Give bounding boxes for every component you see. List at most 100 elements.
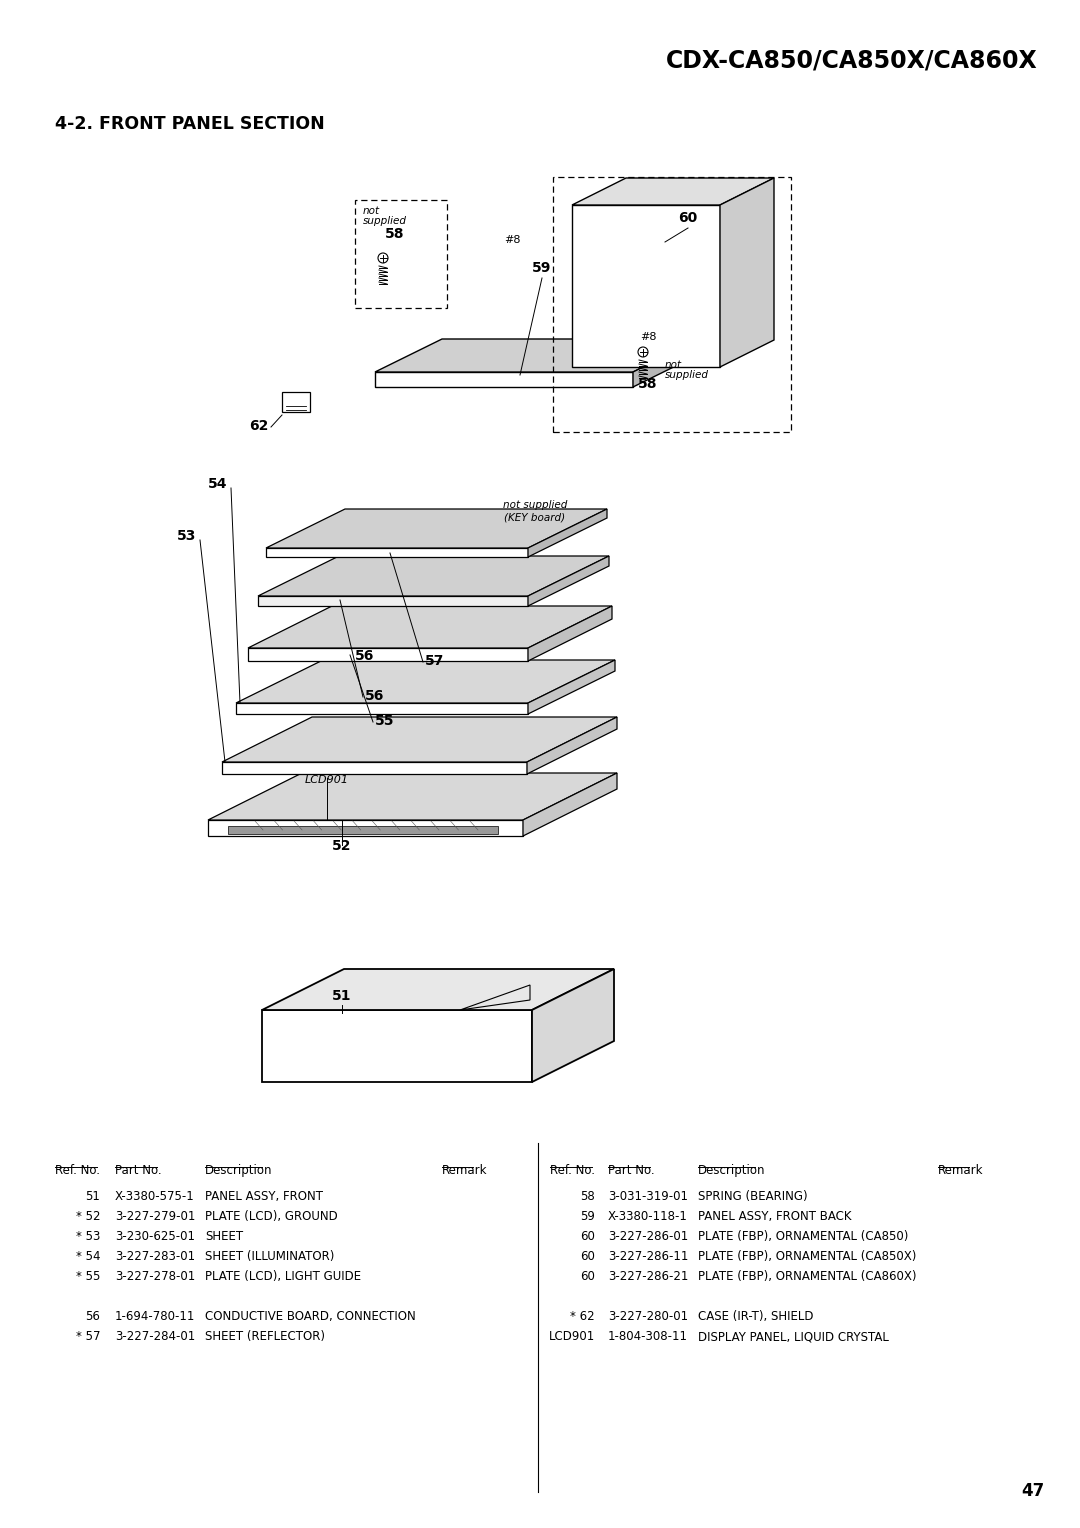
Polygon shape	[375, 371, 633, 387]
Text: PLATE (FBP), ORNAMENTAL (CA850): PLATE (FBP), ORNAMENTAL (CA850)	[698, 1230, 908, 1242]
Text: 3-227-286-01: 3-227-286-01	[608, 1230, 688, 1242]
Polygon shape	[228, 827, 498, 834]
Text: Part No.: Part No.	[608, 1164, 654, 1177]
Text: * 54: * 54	[76, 1250, 100, 1264]
Text: Ref. No.: Ref. No.	[550, 1164, 595, 1177]
Text: 47: 47	[1022, 1482, 1045, 1500]
Polygon shape	[248, 648, 528, 662]
Text: LCD901: LCD901	[305, 775, 349, 785]
Text: Description: Description	[698, 1164, 766, 1177]
Text: 1-694-780-11: 1-694-780-11	[114, 1309, 195, 1323]
Text: Description: Description	[205, 1164, 272, 1177]
Text: 51: 51	[333, 989, 352, 1002]
Bar	[553, 177, 791, 432]
Text: 54: 54	[207, 477, 227, 490]
Text: Remark: Remark	[939, 1164, 984, 1177]
Text: SHEET (ILLUMINATOR): SHEET (ILLUMINATOR)	[205, 1250, 335, 1264]
Text: 57: 57	[426, 654, 444, 668]
Polygon shape	[258, 596, 528, 607]
Text: 59: 59	[580, 1210, 595, 1222]
Text: CASE (IR-T), SHIELD: CASE (IR-T), SHIELD	[698, 1309, 813, 1323]
Polygon shape	[258, 556, 609, 596]
Text: 3-230-625-01: 3-230-625-01	[114, 1230, 195, 1242]
Text: 53: 53	[177, 529, 195, 542]
Text: 3-227-286-11: 3-227-286-11	[608, 1250, 688, 1264]
Text: Remark: Remark	[442, 1164, 487, 1177]
Text: 60: 60	[580, 1230, 595, 1242]
Bar	[355, 200, 447, 309]
Polygon shape	[248, 607, 612, 648]
Text: PANEL ASSY, FRONT BACK: PANEL ASSY, FRONT BACK	[698, 1210, 851, 1222]
Text: #8: #8	[639, 332, 657, 342]
Polygon shape	[460, 986, 530, 1010]
Text: 4-2. FRONT PANEL SECTION: 4-2. FRONT PANEL SECTION	[55, 115, 325, 133]
Text: supplied: supplied	[363, 215, 407, 226]
Text: CDX-CA850/CA850X/CA860X: CDX-CA850/CA850X/CA860X	[666, 47, 1038, 72]
Text: Part No.: Part No.	[114, 1164, 162, 1177]
Polygon shape	[222, 717, 617, 762]
Text: 3-227-284-01: 3-227-284-01	[114, 1329, 195, 1343]
Text: X-3380-575-1: X-3380-575-1	[114, 1190, 194, 1203]
Text: * 57: * 57	[76, 1329, 100, 1343]
Polygon shape	[720, 177, 774, 367]
Text: not: not	[665, 361, 683, 370]
Text: 1-804-308-11: 1-804-308-11	[608, 1329, 688, 1343]
Polygon shape	[528, 556, 609, 607]
Text: * 62: * 62	[570, 1309, 595, 1323]
Polygon shape	[528, 607, 612, 662]
Polygon shape	[208, 821, 523, 836]
Text: 3-227-286-21: 3-227-286-21	[608, 1270, 688, 1284]
Text: SHEET (REFLECTOR): SHEET (REFLECTOR)	[205, 1329, 325, 1343]
Text: 3-227-280-01: 3-227-280-01	[608, 1309, 688, 1323]
Text: 3-227-278-01: 3-227-278-01	[114, 1270, 195, 1284]
Text: 60: 60	[580, 1250, 595, 1264]
Text: PANEL ASSY, FRONT: PANEL ASSY, FRONT	[205, 1190, 323, 1203]
Text: LCD901: LCD901	[549, 1329, 595, 1343]
Polygon shape	[262, 969, 615, 1010]
Text: 60: 60	[580, 1270, 595, 1284]
Polygon shape	[532, 969, 615, 1082]
Text: * 53: * 53	[76, 1230, 100, 1242]
Polygon shape	[237, 660, 615, 703]
Text: 62: 62	[248, 419, 268, 432]
Polygon shape	[572, 205, 720, 367]
Polygon shape	[266, 549, 528, 558]
Text: DISPLAY PANEL, LIQUID CRYSTAL: DISPLAY PANEL, LIQUID CRYSTAL	[698, 1329, 889, 1343]
Text: 3-031-319-01: 3-031-319-01	[608, 1190, 688, 1203]
Text: 56: 56	[355, 649, 375, 663]
Text: not: not	[363, 206, 380, 215]
Polygon shape	[208, 773, 617, 821]
Polygon shape	[523, 773, 617, 836]
Text: 58: 58	[386, 228, 405, 241]
Text: #8: #8	[503, 235, 521, 244]
Polygon shape	[237, 703, 528, 714]
Text: 51: 51	[85, 1190, 100, 1203]
Text: 58: 58	[580, 1190, 595, 1203]
Text: PLATE (FBP), ORNAMENTAL (CA850X): PLATE (FBP), ORNAMENTAL (CA850X)	[698, 1250, 916, 1264]
Text: * 55: * 55	[76, 1270, 100, 1284]
Text: SPRING (BEARING): SPRING (BEARING)	[698, 1190, 808, 1203]
Text: PLATE (LCD), GROUND: PLATE (LCD), GROUND	[205, 1210, 338, 1222]
Polygon shape	[633, 339, 700, 387]
FancyBboxPatch shape	[282, 393, 310, 413]
Text: not supplied: not supplied	[503, 500, 567, 510]
Polygon shape	[375, 339, 700, 371]
Text: (KEY board): (KEY board)	[504, 512, 566, 523]
Text: 58: 58	[638, 377, 658, 391]
Polygon shape	[528, 660, 615, 714]
Polygon shape	[572, 177, 774, 205]
Text: 52: 52	[333, 839, 352, 853]
Text: PLATE (LCD), LIGHT GUIDE: PLATE (LCD), LIGHT GUIDE	[205, 1270, 361, 1284]
Text: 56: 56	[365, 689, 384, 703]
Text: 55: 55	[375, 714, 394, 727]
Text: 60: 60	[678, 211, 698, 225]
Text: PLATE (FBP), ORNAMENTAL (CA860X): PLATE (FBP), ORNAMENTAL (CA860X)	[698, 1270, 917, 1284]
Text: 59: 59	[532, 261, 552, 275]
Text: X-3380-118-1: X-3380-118-1	[608, 1210, 688, 1222]
Text: 56: 56	[85, 1309, 100, 1323]
Text: SHEET: SHEET	[205, 1230, 243, 1242]
Polygon shape	[528, 509, 607, 558]
Text: * 52: * 52	[76, 1210, 100, 1222]
Text: supplied: supplied	[665, 370, 708, 380]
Text: 3-227-283-01: 3-227-283-01	[114, 1250, 195, 1264]
